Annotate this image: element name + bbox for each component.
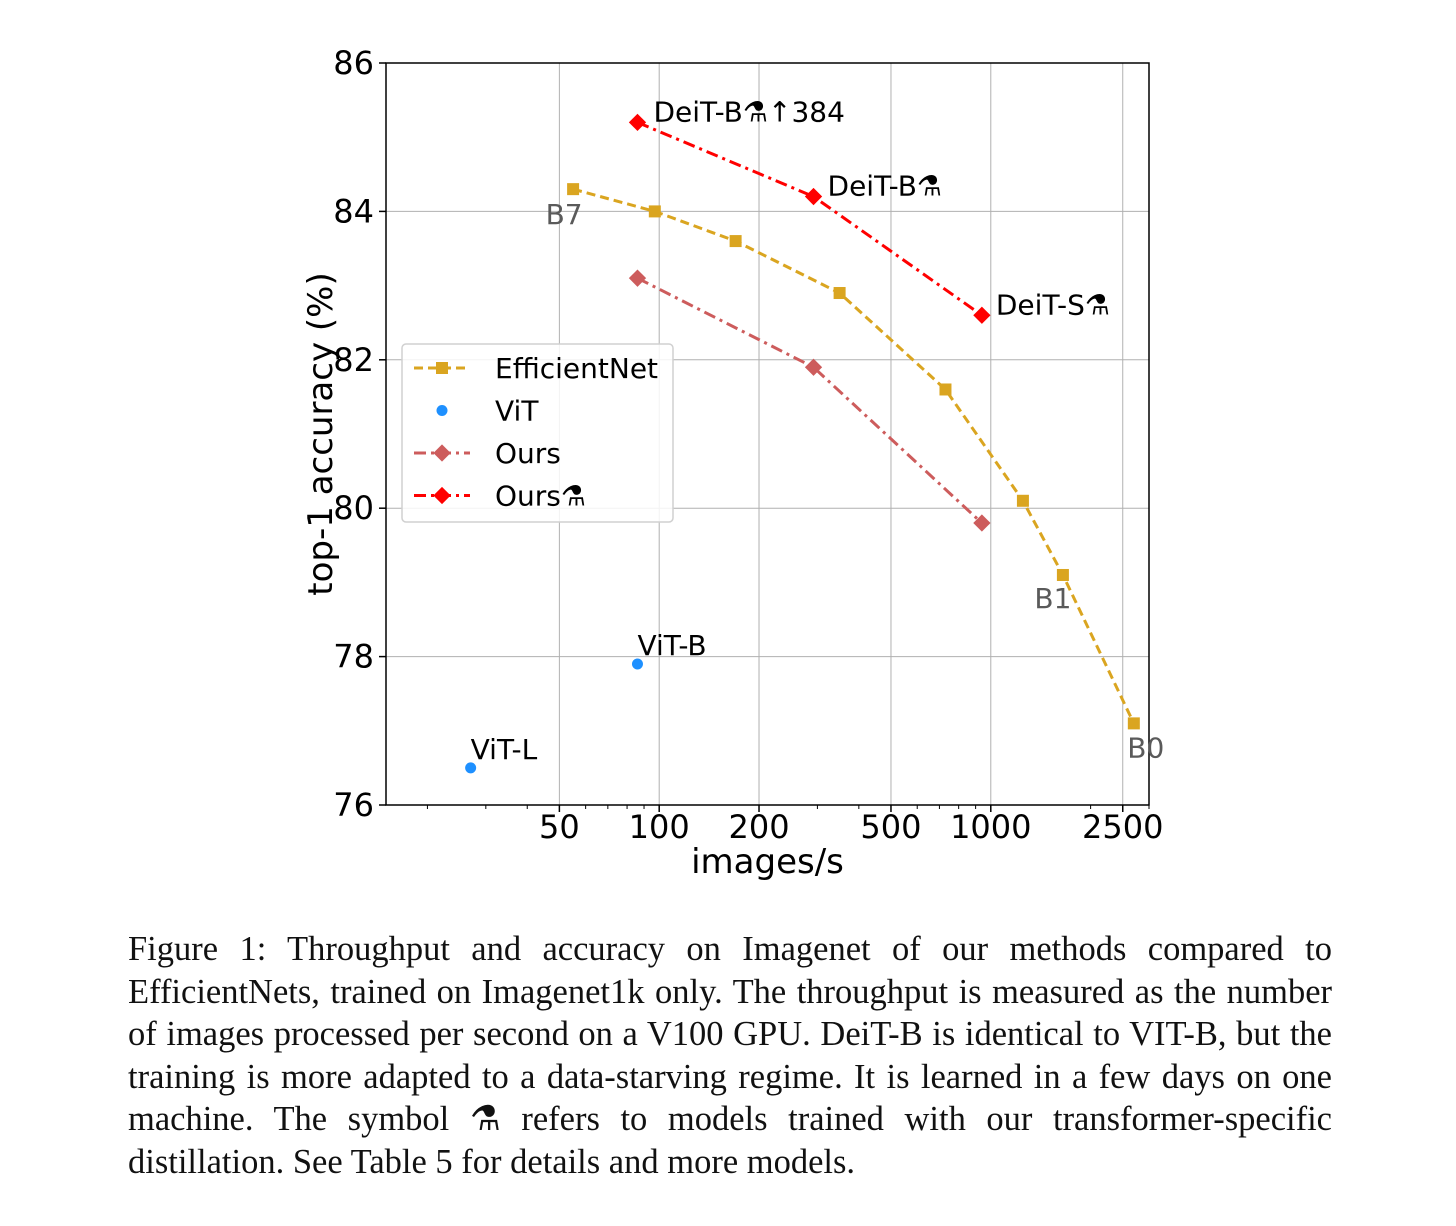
data-point — [804, 358, 823, 376]
plot-frame — [385, 62, 1150, 806]
data-label: DeiT-S⚗ — [996, 288, 1110, 321]
series-ours-distilled — [628, 113, 991, 324]
data-point — [1127, 717, 1140, 730]
data-label: ViT-L — [471, 733, 538, 766]
series-vit — [465, 658, 643, 774]
legend-label: EfficientNet — [495, 352, 658, 385]
data-label: B0 — [1127, 731, 1164, 764]
data-point — [939, 383, 952, 396]
legend-marker — [433, 444, 451, 462]
x-tick-label: 1000 — [950, 808, 1031, 846]
axis-ticks: 50 100 200 500 1000 2500 76 78 80 82 84 86 — [333, 44, 1163, 846]
series-line — [636, 276, 983, 525]
series-line — [636, 120, 983, 317]
series-efficientnet — [567, 183, 1140, 730]
series-ours — [628, 269, 991, 532]
y-tick-label: 86 — [333, 44, 374, 82]
legend-box — [401, 343, 674, 523]
annotations: DeiT-B⚗↑384 DeiT-B⚗ DeiT-S⚗ ViT-B ViT-L B7 B1 B… — [471, 95, 1165, 766]
chart: 50 100 200 500 1000 2500 76 78 80 82 84 86 DeiT-B⚗↑… — [301, 44, 1165, 882]
data-label: DeiT-B⚗ — [828, 170, 943, 203]
series-layer — [465, 113, 1140, 774]
x-tick-label: 2500 — [1082, 808, 1163, 846]
data-point — [628, 269, 647, 287]
data-point — [567, 183, 580, 196]
legend: EfficientNet ViT Ours Ours⚗ — [401, 343, 674, 523]
data-label: B1 — [1034, 582, 1071, 615]
grid — [386, 63, 1149, 805]
data-point — [631, 658, 643, 670]
data-point — [804, 187, 823, 206]
y-tick-label: 76 — [333, 786, 374, 824]
y-tick-label: 80 — [333, 489, 374, 527]
data-point — [833, 287, 846, 300]
data-point — [973, 514, 991, 532]
data-point — [1056, 568, 1069, 581]
legend-item: ViT — [436, 395, 539, 428]
y-tick-label: 84 — [333, 192, 374, 230]
data-point — [648, 205, 661, 218]
x-tick-label: 50 — [539, 808, 580, 846]
legend-marker — [433, 486, 451, 505]
data-label: ViT-B — [637, 629, 706, 662]
x-axis-title: images/s — [691, 842, 844, 882]
data-point — [729, 235, 742, 248]
data-point — [1016, 494, 1029, 507]
x-tick-label: 500 — [860, 808, 921, 846]
legend-item: Ours⚗ — [414, 480, 586, 513]
legend-item: Ours — [414, 437, 561, 470]
data-point — [973, 306, 991, 324]
y-axis-title: top-1 accuracy (%) — [301, 272, 341, 595]
x-tick-label: 100 — [629, 808, 690, 846]
legend-item: EfficientNet — [414, 352, 658, 385]
data-label: B7 — [546, 198, 583, 231]
data-point — [465, 762, 477, 774]
series-line — [572, 187, 1136, 725]
legend-label: Ours — [495, 437, 561, 470]
data-point — [628, 113, 647, 131]
legend-marker — [436, 362, 448, 374]
y-tick-label: 78 — [333, 638, 374, 676]
legend-label: Ours⚗ — [495, 480, 586, 513]
figure-caption: Figure 1: Throughput and accuracy on Ima… — [128, 930, 1332, 1181]
legend-label: ViT — [495, 395, 539, 428]
x-tick-label: 200 — [728, 808, 789, 846]
legend-marker — [436, 405, 448, 416]
y-tick-label: 82 — [333, 341, 374, 379]
data-label: DeiT-B⚗↑384 — [653, 95, 844, 128]
